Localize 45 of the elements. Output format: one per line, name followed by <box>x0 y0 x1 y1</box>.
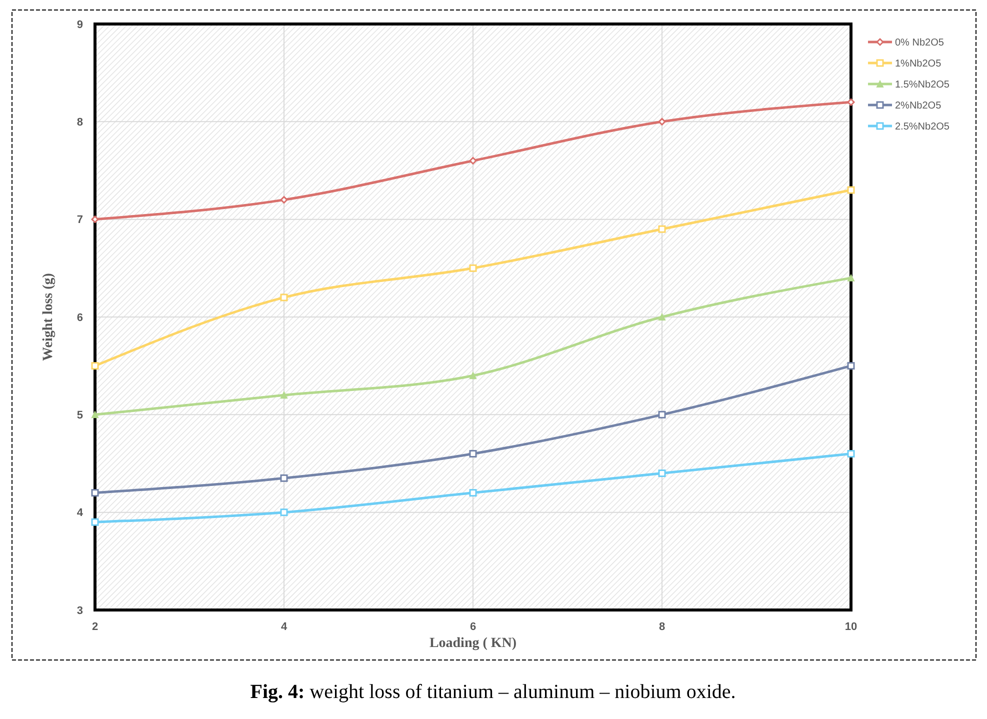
point <box>91 216 99 224</box>
legend-label: 1.5%Nb2O5 <box>895 80 950 90</box>
x-tick-label: 6 <box>470 621 476 633</box>
legend-label: 1%Nb2O5 <box>895 58 942 70</box>
point <box>658 225 666 233</box>
point <box>280 392 288 399</box>
point <box>658 118 666 126</box>
legend-label: 2%Nb2O5 <box>895 100 942 112</box>
y-tick-label: 6 <box>76 312 83 324</box>
point <box>658 410 666 418</box>
y-tick-label: 7 <box>76 214 83 226</box>
point <box>470 372 476 380</box>
legend-label: 0% Nb2O5 <box>895 38 944 48</box>
y-tick-label: 5 <box>76 410 83 422</box>
point <box>92 411 98 418</box>
text: Fig. 4: weight loss of titanium – aluminum – niobium oxide. <box>250 681 736 703</box>
x-axis-title: Loading ( KN) <box>429 636 517 651</box>
point <box>848 274 854 282</box>
point <box>469 489 477 497</box>
x-tick-label: 8 <box>658 621 666 633</box>
point <box>91 489 99 497</box>
point <box>658 314 666 320</box>
point <box>280 294 288 302</box>
point <box>847 186 855 194</box>
point <box>280 474 288 482</box>
point <box>91 362 99 370</box>
point <box>847 362 855 370</box>
point <box>658 470 666 478</box>
y-tick-label: 3 <box>76 604 83 617</box>
x-tick-label: 10 <box>844 621 858 633</box>
y-tick-label: 4 <box>76 507 84 520</box>
y-tick-label: 8 <box>76 116 83 129</box>
point <box>847 450 855 458</box>
x-tick-label: 2 <box>92 621 98 633</box>
y-tick-label: 9 <box>76 18 83 31</box>
point <box>847 98 855 106</box>
point <box>469 156 477 164</box>
legend-label: 2.5%Nb2O5 <box>895 122 950 132</box>
point <box>469 450 477 458</box>
point <box>280 196 288 204</box>
y-axis-title: Weight loss (g) <box>41 272 56 361</box>
x-tick-label: 4 <box>280 621 288 633</box>
point <box>469 264 477 272</box>
point <box>91 518 99 526</box>
point <box>280 508 288 516</box>
